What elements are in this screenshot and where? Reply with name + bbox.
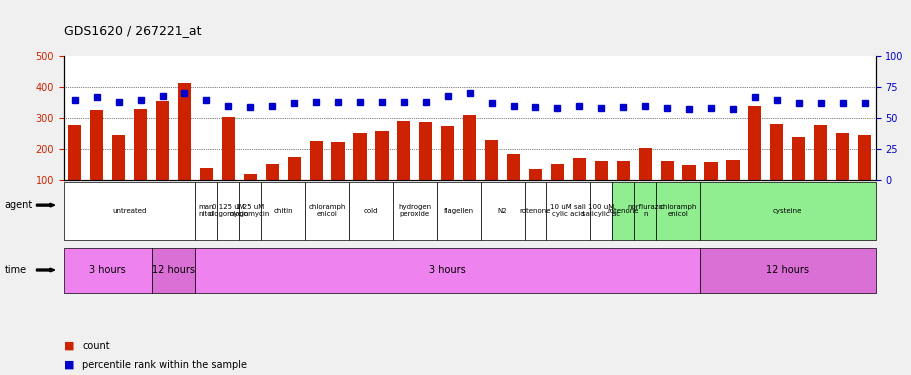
Text: ■: ■ <box>64 360 75 369</box>
Bar <box>616 160 630 211</box>
Bar <box>375 131 388 211</box>
Bar <box>156 101 169 211</box>
Bar <box>528 169 541 211</box>
Text: 1.25 uM
ologomycin: 1.25 uM ologomycin <box>230 204 271 218</box>
Bar <box>747 106 761 211</box>
Bar <box>112 135 125 211</box>
Text: cold: cold <box>363 208 378 214</box>
Bar <box>419 123 432 211</box>
Text: 12 hours: 12 hours <box>152 265 195 275</box>
Bar <box>287 157 301 211</box>
Bar <box>857 135 870 211</box>
Bar <box>265 164 279 211</box>
Bar <box>243 174 257 211</box>
Bar <box>178 82 191 211</box>
Bar <box>770 124 783 211</box>
Bar <box>594 160 608 211</box>
Text: 10 uM sali
cylic acid: 10 uM sali cylic acid <box>550 204 586 218</box>
Text: ■: ■ <box>64 341 75 351</box>
Bar <box>725 160 739 211</box>
Bar <box>397 121 410 211</box>
Text: hydrogen
peroxide: hydrogen peroxide <box>398 204 431 218</box>
Bar <box>835 133 848 211</box>
Bar <box>703 162 717 211</box>
Bar <box>660 161 673 211</box>
Text: 12 hours: 12 hours <box>765 265 808 275</box>
Text: norflurazo
n: norflurazo n <box>627 204 662 218</box>
Bar <box>550 164 563 211</box>
Text: 100 uM
salicylic ac: 100 uM salicylic ac <box>581 204 619 218</box>
Text: flagellen: flagellen <box>443 208 473 214</box>
Bar <box>485 140 497 211</box>
Bar <box>309 141 322 211</box>
Bar <box>200 168 213 211</box>
Bar <box>221 117 235 211</box>
Bar <box>681 165 695 211</box>
Text: N2: N2 <box>497 208 507 214</box>
Bar <box>463 115 476 211</box>
Bar <box>572 158 585 211</box>
Bar <box>792 136 804 211</box>
Bar <box>814 125 826 211</box>
Bar <box>134 108 147 211</box>
Text: percentile rank within the sample: percentile rank within the sample <box>82 360 247 369</box>
Bar <box>638 147 651 211</box>
Text: rotenone: rotenone <box>519 208 550 214</box>
Bar <box>68 125 81 211</box>
Text: cysteine: cysteine <box>773 208 802 214</box>
Bar <box>331 142 344 211</box>
Text: 3 hours: 3 hours <box>89 265 126 275</box>
Bar <box>90 110 103 211</box>
Text: time: time <box>5 265 26 275</box>
Bar <box>353 133 366 211</box>
Bar <box>441 126 454 211</box>
Bar <box>507 154 519 211</box>
Text: GDS1620 / 267221_at: GDS1620 / 267221_at <box>64 24 201 37</box>
Text: chloramph
enicol: chloramph enicol <box>659 204 696 218</box>
Text: chloramph
enicol: chloramph enicol <box>308 204 345 218</box>
Text: 0.125 uM
ologomycin: 0.125 uM ologomycin <box>208 204 249 218</box>
Text: 3 hours: 3 hours <box>429 265 466 275</box>
Text: agent: agent <box>5 200 33 210</box>
Text: count: count <box>82 341 109 351</box>
Text: untreated: untreated <box>112 208 147 214</box>
Text: man
nitol: man nitol <box>199 204 214 218</box>
Text: chitin: chitin <box>273 208 292 214</box>
Text: rotenone: rotenone <box>607 208 639 214</box>
